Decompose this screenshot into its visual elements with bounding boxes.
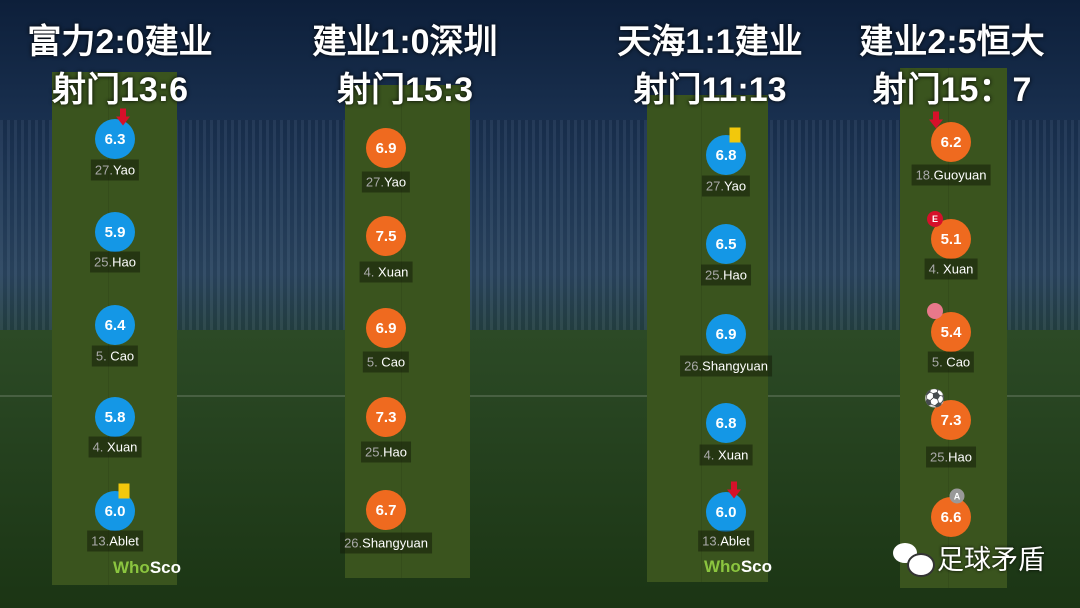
player-rating[interactable]: 6.5: [706, 224, 746, 264]
player-rating[interactable]: 6.9: [706, 314, 746, 354]
player-number: 5.: [931, 354, 947, 370]
pitch-line: [0, 395, 1080, 397]
match-shots-title: 射门15:3: [336, 71, 474, 109]
player-name: Ablet: [109, 533, 139, 549]
player-number: 25.: [365, 444, 384, 460]
player-name: Xuan: [943, 261, 974, 277]
player-name-label: 18.Guoyuan: [911, 164, 991, 186]
player-number: 4.: [703, 447, 719, 463]
whoscored-logo: WhoSco: [704, 557, 773, 576]
player-name: Yao: [723, 178, 747, 194]
player-name-label: 26.Shangyuan: [340, 532, 432, 554]
wechat-icon: [893, 542, 935, 577]
player-name: Hao: [723, 267, 747, 283]
match-score-title: 天海1:1建业: [617, 23, 803, 61]
player-number: 4.: [363, 264, 379, 280]
match-shots-title: 射门11:13: [633, 71, 787, 109]
player-name: Hao: [948, 449, 972, 465]
player-number: 4.: [928, 261, 944, 277]
player-rating[interactable]: 6.0: [706, 492, 746, 532]
player-rating[interactable]: 7.3: [366, 397, 406, 437]
player-rating[interactable]: 6.7: [366, 490, 406, 530]
player-number: 27.: [94, 162, 113, 178]
player-rating[interactable]: 5.4: [931, 312, 971, 352]
player-name-label: 4. Xuan: [359, 261, 413, 283]
own-goal-icon: E: [927, 211, 943, 227]
player-name-label: 27.Yao: [90, 159, 140, 181]
player-number: 26.: [684, 358, 703, 374]
player-name: Hao: [112, 254, 136, 270]
match-shots-title: 射门13:6: [51, 71, 189, 109]
yellow-card-icon: [118, 483, 130, 499]
player-name: Shangyuan: [362, 535, 428, 551]
player-number: 27.: [705, 178, 724, 194]
player-name-label: 4. Xuan: [924, 258, 978, 280]
sub-off-arrow-icon: [929, 111, 943, 129]
player-number: 5.: [95, 348, 111, 364]
player-rating[interactable]: 5.1: [931, 219, 971, 259]
player-name-label: 13.Ablet: [698, 530, 754, 552]
match-score-title: 建业2:5恒大: [859, 23, 1045, 61]
player-name: Cao: [946, 354, 971, 370]
player-name-label: 4. Xuan: [699, 444, 753, 466]
player-rating[interactable]: 6.8: [706, 403, 746, 443]
player-rating[interactable]: 7.3: [931, 400, 971, 440]
sub-off-arrow-icon: [116, 108, 130, 126]
player-number: 18.: [915, 167, 934, 183]
player-name-label: 25.Hao: [361, 441, 411, 463]
player-name: Xuan: [718, 447, 749, 463]
player-number: 25.: [94, 254, 113, 270]
sub-off-arrow-icon: [727, 481, 741, 499]
player-name-label: 26.Shangyuan: [680, 355, 772, 377]
player-rating[interactable]: 6.6: [931, 497, 971, 537]
player-number: 4.: [92, 439, 108, 455]
player-name-label: 25.Hao: [926, 446, 976, 468]
player-name-label: 5. Cao: [362, 351, 410, 373]
player-number: 13.: [91, 533, 110, 549]
wechat-watermark: 足球矛盾: [893, 538, 1045, 577]
player-name: Shangyuan: [702, 358, 768, 374]
player-name-label: 27.Yao: [701, 175, 751, 197]
player-name: Cao: [110, 348, 135, 364]
whoscored-logo: WhoSco: [113, 558, 182, 577]
player-name: Yao: [383, 174, 407, 190]
player-name: Ablet: [720, 533, 750, 549]
player-name-label: 25.Hao: [701, 264, 751, 286]
player-number: 13.: [702, 533, 721, 549]
injury-icon: [927, 303, 943, 319]
player-name-label: 25.Hao: [90, 251, 140, 273]
player-rating[interactable]: 5.9: [95, 212, 135, 252]
player-number: 26.: [344, 535, 363, 551]
match-score-title: 建业1:0深圳: [312, 23, 498, 61]
player-number: 25.: [705, 267, 724, 283]
player-rating[interactable]: 6.9: [366, 308, 406, 348]
player-name: Xuan: [107, 439, 138, 455]
player-rating[interactable]: 6.3: [95, 119, 135, 159]
player-name-label: 4. Xuan: [88, 436, 142, 458]
player-rating[interactable]: 7.5: [366, 216, 406, 256]
player-name-label: 27.Yao: [361, 171, 411, 193]
player-name-label: 5. Cao: [91, 345, 139, 367]
player-name: Xuan: [378, 264, 409, 280]
player-name: Guoyuan: [933, 167, 987, 183]
player-rating[interactable]: 6.9: [366, 128, 406, 168]
assist-icon: A: [949, 488, 965, 504]
player-rating[interactable]: 5.8: [95, 397, 135, 437]
player-number: 27.: [365, 174, 384, 190]
goal-ball-icon: ⚽: [924, 389, 946, 408]
player-name-label: 5. Cao: [927, 351, 975, 373]
player-rating[interactable]: 6.2: [931, 122, 971, 162]
match-shots-title: 射门15：7: [872, 71, 1032, 109]
match-score-title: 富力2:0建业: [27, 23, 213, 61]
lineup-panel: [345, 85, 470, 578]
player-name: Cao: [381, 354, 406, 370]
player-rating[interactable]: 6.4: [95, 305, 135, 345]
player-number: 25.: [930, 449, 949, 465]
player-number: 5.: [366, 354, 382, 370]
watermark-text: 足球矛盾: [937, 545, 1045, 575]
player-name: Yao: [112, 162, 136, 178]
yellow-card-icon: [729, 127, 741, 143]
player-name: Hao: [383, 444, 407, 460]
player-name-label: 13.Ablet: [87, 530, 143, 552]
